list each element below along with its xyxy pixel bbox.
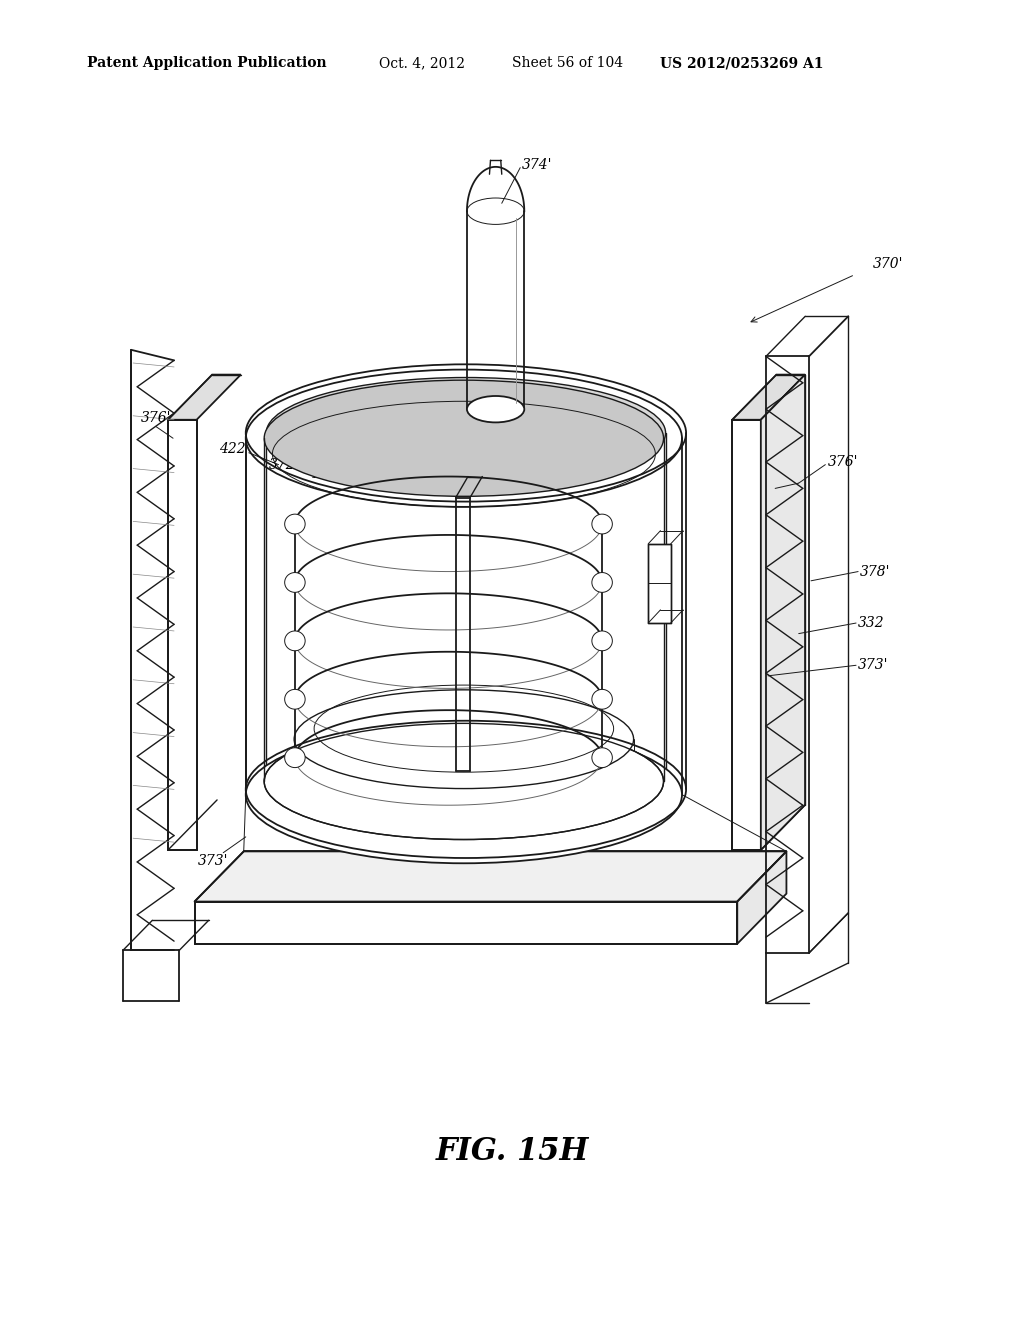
Ellipse shape	[592, 689, 612, 709]
Ellipse shape	[294, 690, 634, 788]
Text: 426: 426	[604, 795, 631, 808]
Text: 422: 422	[590, 465, 616, 478]
Text: 376': 376'	[827, 455, 858, 469]
Ellipse shape	[264, 723, 664, 840]
Ellipse shape	[285, 689, 305, 709]
Text: Sheet 56 of 104: Sheet 56 of 104	[512, 57, 624, 70]
Ellipse shape	[592, 515, 612, 535]
Polygon shape	[732, 375, 805, 420]
Text: 376': 376'	[141, 412, 172, 425]
Text: 373': 373'	[198, 854, 228, 867]
Ellipse shape	[592, 747, 612, 767]
Polygon shape	[761, 375, 805, 850]
Text: 380: 380	[386, 818, 413, 832]
Text: US 2012/0253269 A1: US 2012/0253269 A1	[660, 57, 824, 70]
Polygon shape	[195, 902, 737, 944]
Text: 374': 374'	[522, 158, 553, 172]
Text: 420: 420	[309, 467, 336, 480]
Text: 370': 370'	[872, 257, 903, 271]
Text: Patent Application Publication: Patent Application Publication	[87, 57, 327, 70]
Text: 332: 332	[858, 616, 885, 630]
Text: 373': 373'	[858, 659, 889, 672]
Text: 424: 424	[417, 465, 443, 478]
Ellipse shape	[592, 573, 612, 593]
Ellipse shape	[285, 747, 305, 767]
Text: FIG. 15H: FIG. 15H	[435, 1135, 589, 1167]
Ellipse shape	[467, 396, 524, 422]
Polygon shape	[195, 851, 786, 902]
Ellipse shape	[246, 726, 682, 863]
Ellipse shape	[285, 631, 305, 651]
Text: 372': 372'	[268, 458, 299, 471]
Ellipse shape	[266, 378, 666, 488]
Polygon shape	[168, 375, 241, 420]
Polygon shape	[168, 420, 197, 850]
Text: 422: 422	[219, 442, 246, 455]
Ellipse shape	[285, 573, 305, 593]
Polygon shape	[648, 544, 671, 623]
Polygon shape	[737, 851, 786, 944]
Ellipse shape	[592, 631, 612, 651]
Polygon shape	[732, 420, 761, 850]
Ellipse shape	[285, 515, 305, 535]
Ellipse shape	[264, 380, 664, 496]
Text: Oct. 4, 2012: Oct. 4, 2012	[379, 57, 465, 70]
Text: 378': 378'	[860, 565, 891, 578]
